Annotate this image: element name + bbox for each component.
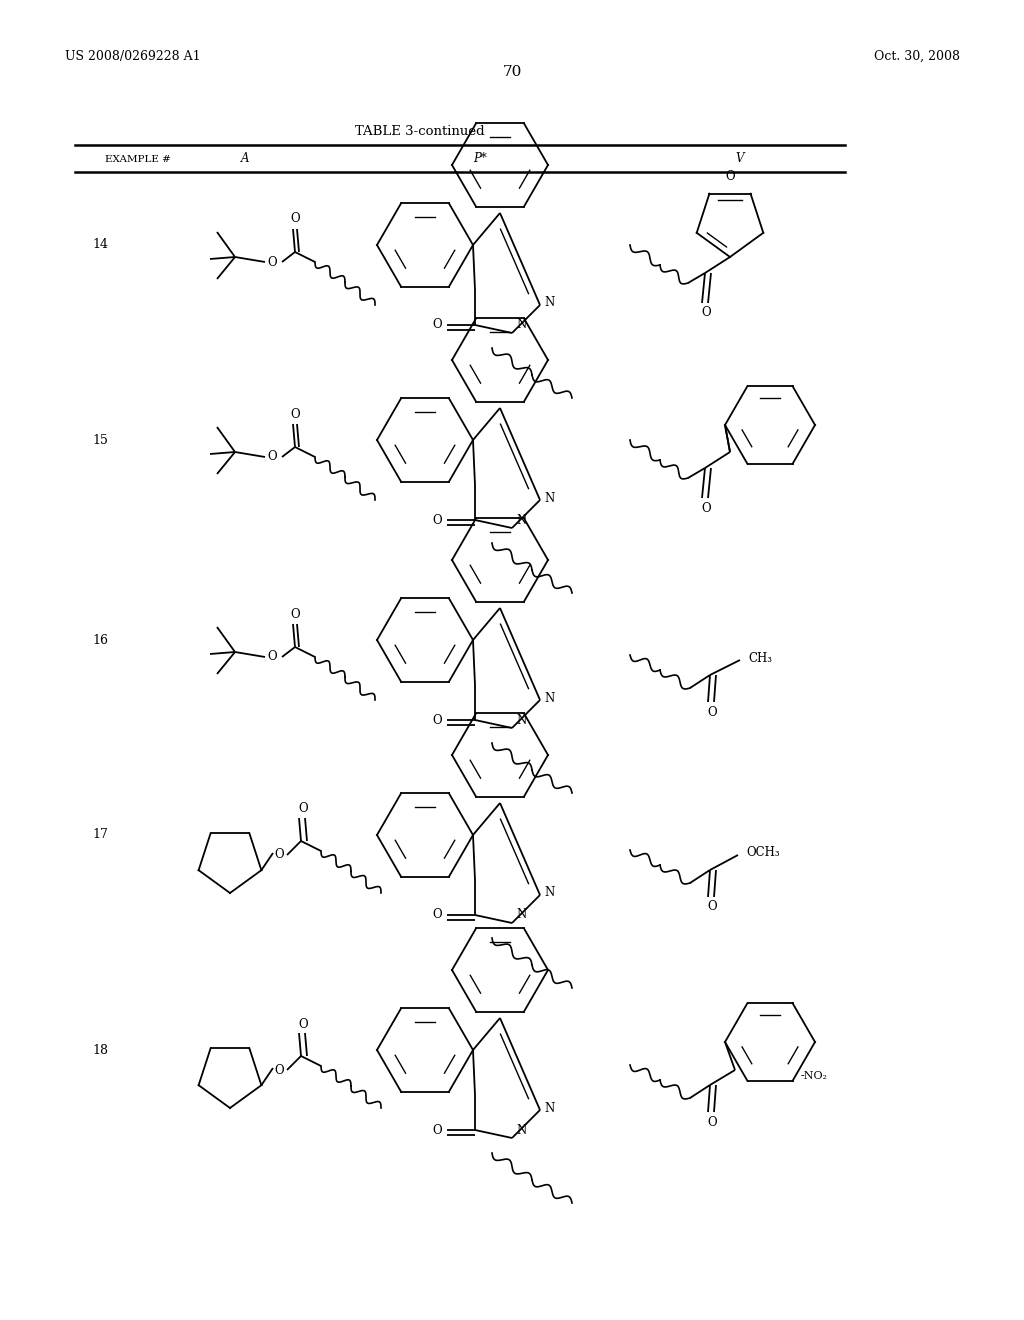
Text: N: N xyxy=(517,513,527,527)
Text: O: O xyxy=(267,651,276,664)
Text: N: N xyxy=(545,1101,555,1114)
Text: OCH₃: OCH₃ xyxy=(746,846,779,859)
Text: N: N xyxy=(517,318,527,331)
Text: O: O xyxy=(298,1018,308,1031)
Text: CH₃: CH₃ xyxy=(748,652,772,664)
Text: N: N xyxy=(517,908,527,921)
Text: O: O xyxy=(432,714,441,726)
Text: 18: 18 xyxy=(92,1044,108,1056)
Text: N: N xyxy=(517,1123,527,1137)
Text: O: O xyxy=(432,318,441,331)
Text: O: O xyxy=(274,1064,284,1077)
Text: O: O xyxy=(701,306,711,319)
Text: O: O xyxy=(432,908,441,921)
Text: 17: 17 xyxy=(92,829,108,842)
Text: N: N xyxy=(517,714,527,726)
Text: 16: 16 xyxy=(92,634,108,647)
Text: A: A xyxy=(241,153,249,165)
Text: N: N xyxy=(545,297,555,309)
Text: O: O xyxy=(290,607,300,620)
Text: O: O xyxy=(708,900,717,913)
Text: -NO₂: -NO₂ xyxy=(801,1071,827,1081)
Text: Oct. 30, 2008: Oct. 30, 2008 xyxy=(874,50,961,63)
Text: US 2008/0269228 A1: US 2008/0269228 A1 xyxy=(65,50,201,63)
Text: 70: 70 xyxy=(503,65,521,79)
Text: V: V xyxy=(736,153,744,165)
Text: EXAMPLE #: EXAMPLE # xyxy=(105,154,171,164)
Text: O: O xyxy=(708,1115,717,1129)
Text: O: O xyxy=(267,450,276,463)
Text: N: N xyxy=(545,887,555,899)
Text: O: O xyxy=(432,513,441,527)
Text: O: O xyxy=(290,408,300,421)
Text: O: O xyxy=(432,1123,441,1137)
Text: P*: P* xyxy=(473,153,486,165)
Text: O: O xyxy=(725,170,735,183)
Text: O: O xyxy=(274,849,284,862)
Text: N: N xyxy=(545,491,555,504)
Text: O: O xyxy=(267,256,276,268)
Text: 14: 14 xyxy=(92,239,108,252)
Text: N: N xyxy=(545,692,555,705)
Text: TABLE 3-continued: TABLE 3-continued xyxy=(355,125,484,139)
Text: O: O xyxy=(701,502,711,515)
Text: 15: 15 xyxy=(92,433,108,446)
Text: O: O xyxy=(290,213,300,226)
Text: O: O xyxy=(298,803,308,816)
Text: O: O xyxy=(708,705,717,718)
